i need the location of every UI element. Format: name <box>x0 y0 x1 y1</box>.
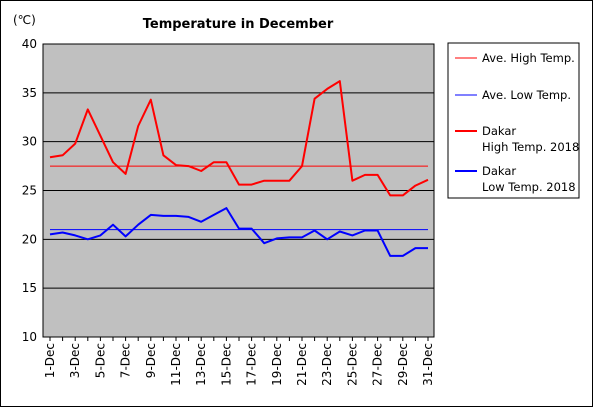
x-tick-label: 1-Dec <box>43 343 57 378</box>
x-tick-label: 7-Dec <box>119 343 133 378</box>
series-line-4 <box>49 207 428 257</box>
series-lines <box>49 80 429 257</box>
legend-label: Ave. High Temp. <box>482 51 575 65</box>
x-axis-ticks: 1-Dec 3-Dec 5-Dec 7-Dec 9-Dec 11-Dec 13-Dec 15-… <box>43 337 435 386</box>
legend-label: High Temp. 2018 <box>482 140 579 154</box>
y-tick-label: 20 <box>22 232 37 246</box>
legend-box <box>447 42 580 199</box>
x-tick-label: 31-Dec <box>421 343 435 386</box>
legend-label: Dakar <box>482 164 516 178</box>
x-tick-label: 27-Dec <box>371 343 385 386</box>
y-tick-label: 40 <box>22 37 37 51</box>
y-axis-ticks: 10 15 20 25 30 35 40 <box>22 37 37 344</box>
x-tick-label: 5-Dec <box>93 343 107 378</box>
series-line-3 <box>49 80 429 197</box>
x-tick-label: 9-Dec <box>144 343 158 378</box>
y-tick-label: 35 <box>22 86 37 100</box>
y-tick-label: 10 <box>22 330 37 344</box>
y-tick-label: 25 <box>22 184 37 198</box>
x-tick-label: 13-Dec <box>194 343 208 386</box>
legend: Ave. High Temp. Ave. Low Temp. Dakar High T… <box>455 51 579 194</box>
x-tick-label: 29-Dec <box>396 343 410 386</box>
x-tick-label: 15-Dec <box>219 343 233 386</box>
x-tick-label: 3-Dec <box>68 343 82 378</box>
x-tick-label: 11-Dec <box>169 343 183 386</box>
x-tick-label: 19-Dec <box>270 343 284 386</box>
y-tick-label: 15 <box>22 281 37 295</box>
y-tick-label: 30 <box>22 135 37 149</box>
y-unit-label: (℃) <box>13 13 36 27</box>
gridlines <box>43 92 434 289</box>
x-tick-label: 17-Dec <box>245 343 259 386</box>
legend-label: Low Temp. 2018 <box>482 180 576 194</box>
chart-title: Temperature in December <box>143 17 334 32</box>
x-tick-label: 23-Dec <box>320 343 334 386</box>
legend-label: Dakar <box>482 124 516 138</box>
legend-label: Ave. Low Temp. <box>482 88 571 102</box>
x-tick-label: 25-Dec <box>345 343 359 386</box>
x-tick-label: 21-Dec <box>295 343 309 386</box>
